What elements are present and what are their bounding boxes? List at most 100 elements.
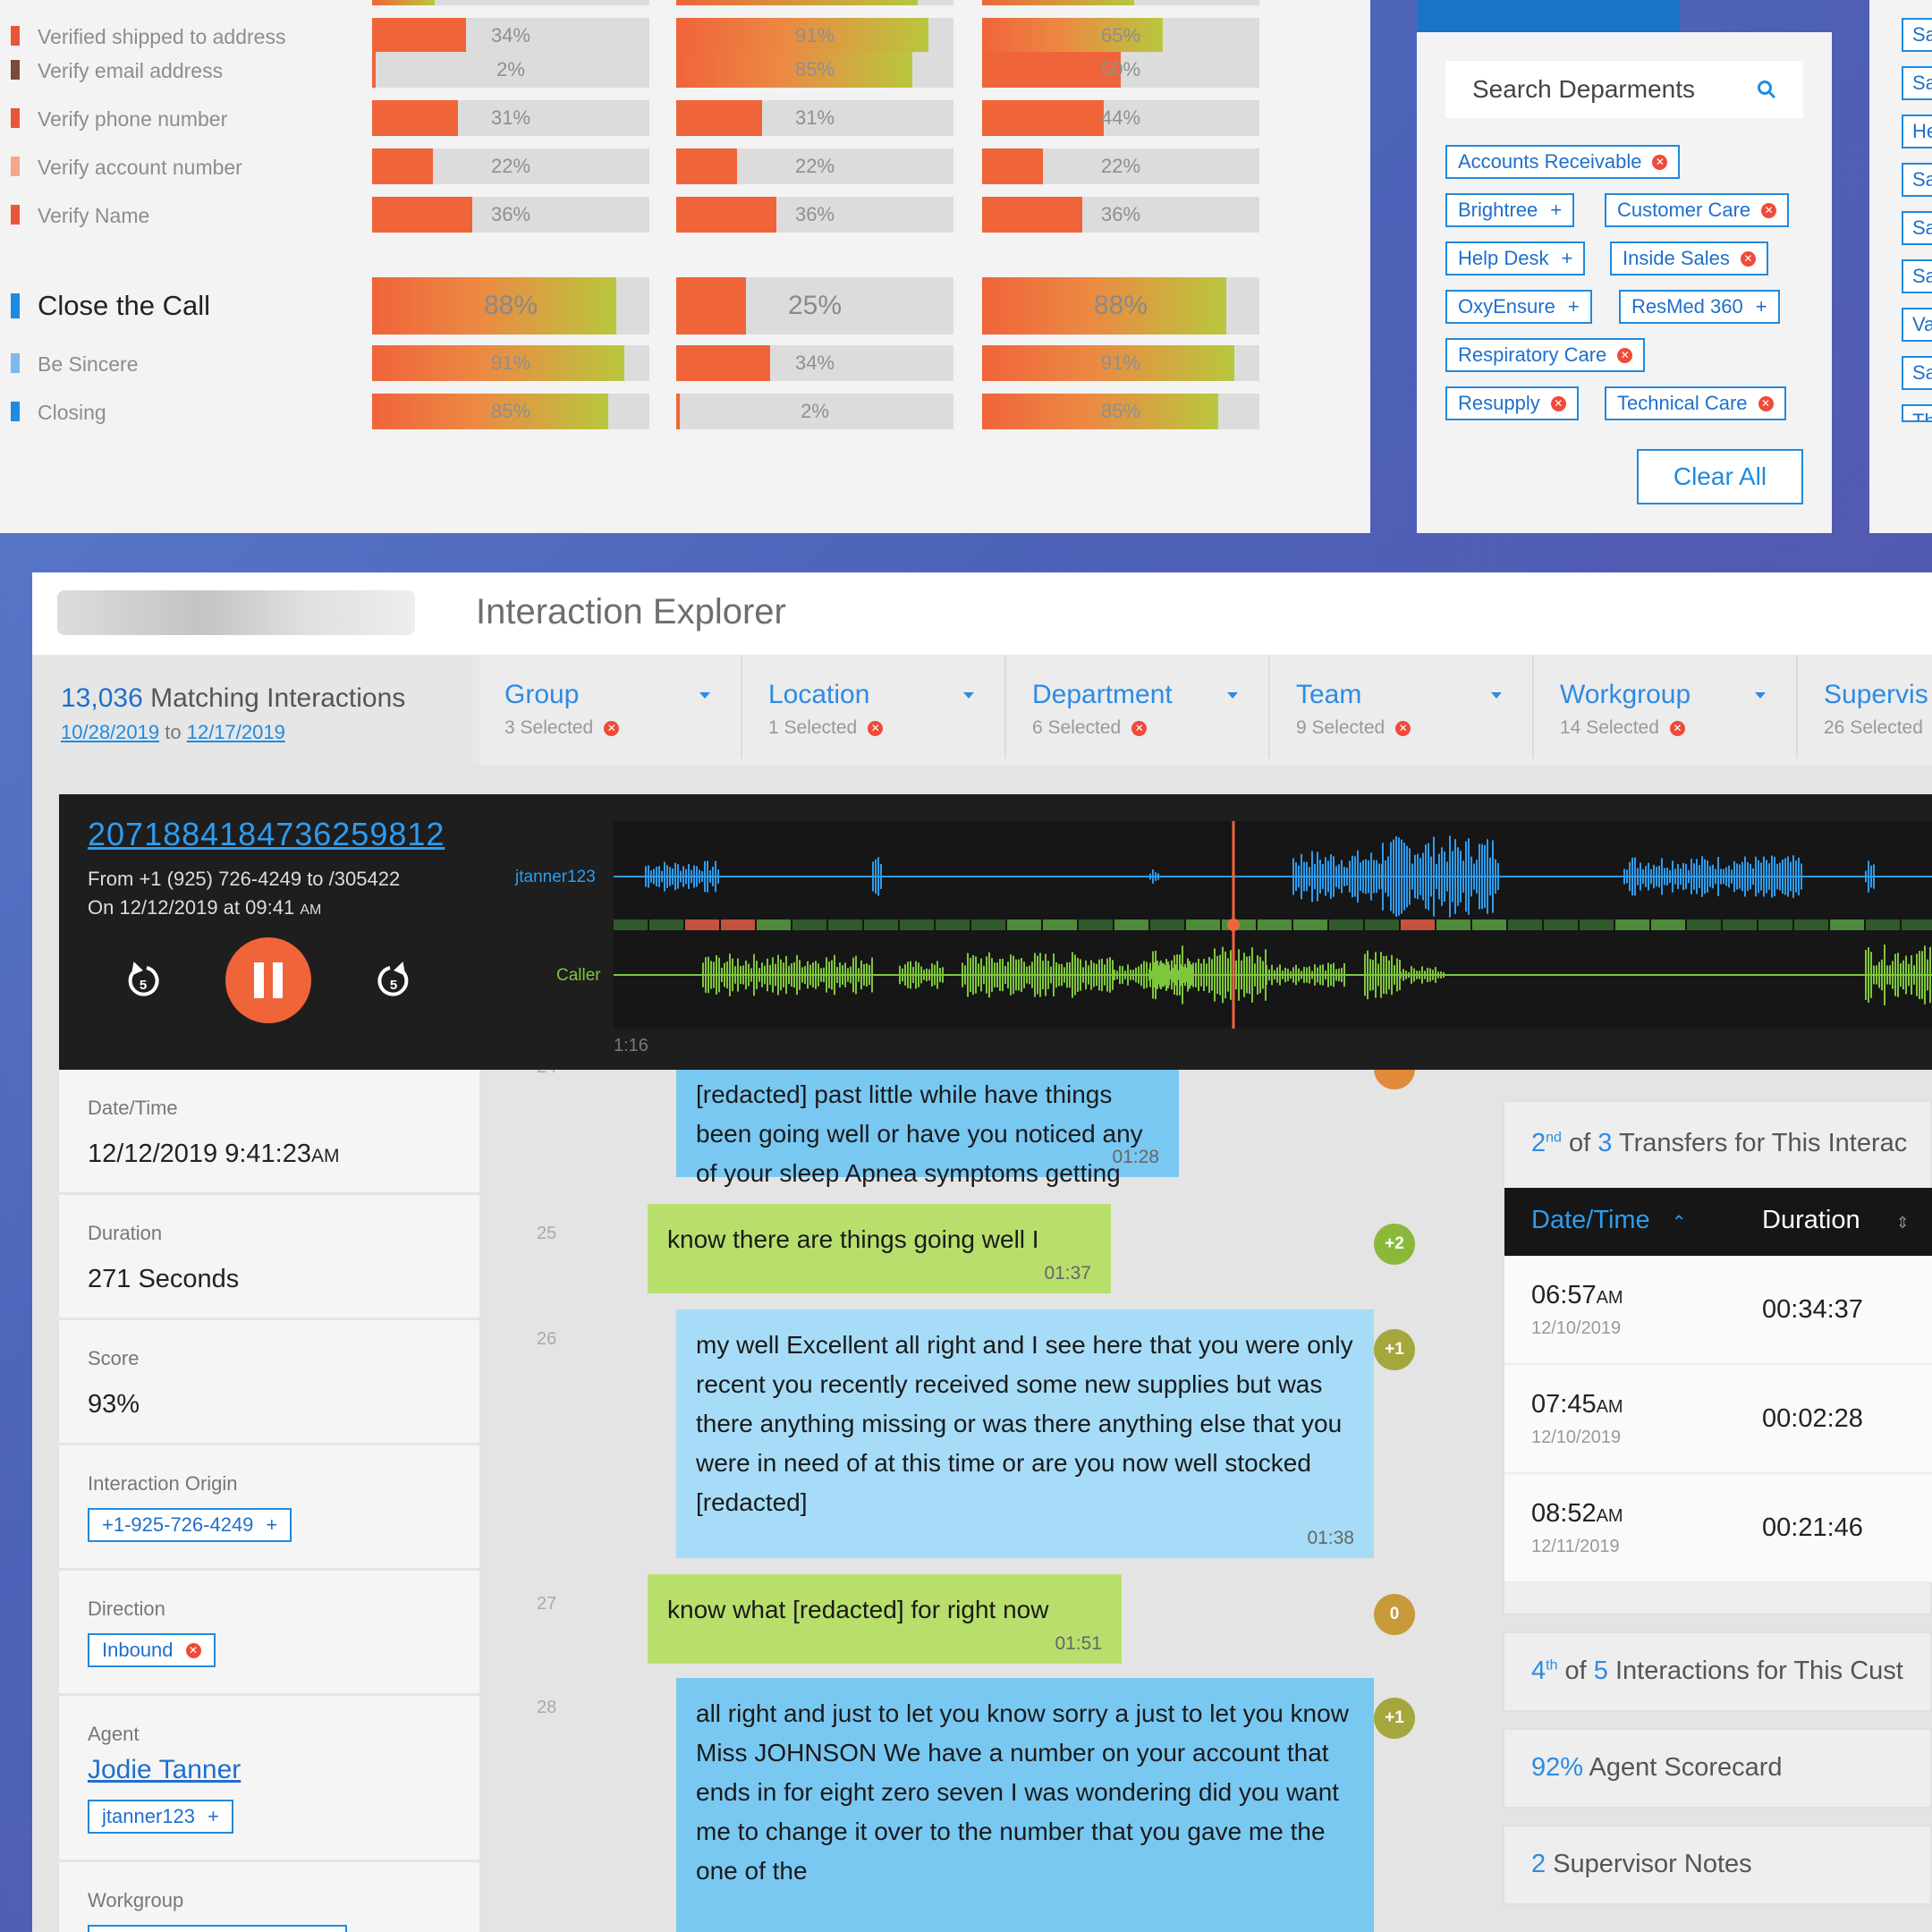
- transcript-message[interactable]: [redacted] past little while have things…: [676, 1070, 1179, 1226]
- filter-department[interactable]: Department 6 Selected ✕: [1007, 655, 1270, 758]
- filter-workgroup[interactable]: Workgroup 14 Selected ✕: [1535, 655, 1798, 758]
- remove-icon[interactable]: ✕: [1758, 395, 1774, 411]
- filter-chip[interactable]: Sa: [1902, 259, 1932, 293]
- filter-name: Group: [504, 680, 580, 709]
- sentiment-segment: [971, 919, 1005, 930]
- department-chip[interactable]: Help Desk +: [1445, 242, 1586, 275]
- plus-icon[interactable]: +: [266, 1513, 278, 1536]
- forward-5-icon[interactable]: 5: [369, 955, 419, 1005]
- department-chip[interactable]: Technical Care ✕: [1605, 386, 1786, 420]
- interactions-card[interactable]: 4th of 5 Interactions for This Cust: [1503, 1631, 1932, 1712]
- sentiment-segment: [1079, 919, 1113, 930]
- agent-name-link[interactable]: Jodie Tanner: [88, 1755, 242, 1784]
- sort-date-header[interactable]: Date/Time ⌃: [1531, 1206, 1686, 1235]
- department-chip[interactable]: ResMed 360 +: [1619, 290, 1780, 324]
- transcript-message[interactable]: all right and just to let you know sorry…: [676, 1678, 1374, 1932]
- score-bar-value: 88%: [1093, 291, 1148, 320]
- call-id-link[interactable]: 2071884184736259812: [88, 816, 445, 852]
- plus-icon[interactable]: +: [1567, 295, 1580, 318]
- department-chip[interactable]: Resupply ✕: [1445, 386, 1579, 420]
- department-chip[interactable]: Inside Sales ✕: [1610, 242, 1768, 275]
- waveform-display[interactable]: [614, 821, 1932, 1029]
- remove-icon[interactable]: ✕: [1617, 347, 1633, 363]
- remove-icon[interactable]: ✕: [868, 720, 884, 736]
- filter-chip[interactable]: He: [1902, 114, 1932, 148]
- filter-chip[interactable]: Va: [1902, 308, 1932, 342]
- supervisor-notes-card[interactable]: 2 Supervisor Notes: [1503, 1825, 1932, 1905]
- sentiment-segment: [685, 919, 719, 930]
- department-dropdown-tab[interactable]: [1417, 0, 1680, 32]
- sort-duration-header[interactable]: Duration ⇕: [1762, 1206, 1910, 1235]
- remove-icon[interactable]: ✕: [1131, 720, 1148, 736]
- plus-icon[interactable]: +: [1755, 295, 1767, 318]
- origin-chip[interactable]: +1-925-726-4249 +: [88, 1508, 292, 1542]
- line-number: 26: [537, 1329, 557, 1349]
- score-bar-fill: [982, 18, 1163, 54]
- remove-icon[interactable]: ✕: [1550, 395, 1566, 411]
- adjacent-filter-panel: Sa Sa He Sa Sa Sa Va Sa Th: [1869, 0, 1932, 533]
- table-row[interactable]: 07:45AM 12/10/2019 00:02:28: [1504, 1365, 1932, 1474]
- remove-icon[interactable]: ✕: [185, 1642, 201, 1658]
- department-search-input[interactable]: Search Deparments: [1445, 61, 1803, 118]
- filter-group[interactable]: Group 3 Selected ✕: [479, 655, 742, 758]
- remove-icon[interactable]: ✕: [1761, 202, 1777, 218]
- filter-chip[interactable]: Sa: [1902, 66, 1932, 100]
- plus-icon[interactable]: +: [1561, 247, 1573, 269]
- sentiment-segment: [1472, 919, 1506, 930]
- date-to-link[interactable]: 12/17/2019: [186, 721, 285, 743]
- sentiment-segment: [1150, 919, 1184, 930]
- rewind-5-icon[interactable]: 5: [118, 955, 168, 1005]
- call-on-datetime: On 12/12/2019 at 09:41: [88, 896, 295, 919]
- workgroup-chip[interactable]: [88, 1925, 347, 1932]
- sentiment-segment: [1866, 919, 1900, 930]
- department-chip[interactable]: OxyEnsure +: [1445, 290, 1592, 324]
- score-bar-value: 34%: [794, 352, 835, 374]
- sentiment-segment: [614, 919, 648, 930]
- department-chip[interactable]: Accounts Receivable ✕: [1445, 145, 1681, 179]
- sentiment-segment: [1114, 919, 1148, 930]
- department-chip[interactable]: Brightree +: [1445, 193, 1575, 227]
- plus-icon[interactable]: +: [1550, 199, 1563, 221]
- filter-chip[interactable]: Th: [1902, 404, 1932, 422]
- transfer-time: 07:45AM: [1531, 1390, 1623, 1419]
- remove-icon[interactable]: ✕: [604, 720, 620, 736]
- remove-icon[interactable]: ✕: [1652, 154, 1668, 170]
- table-row[interactable]: 06:57AM 12/10/2019 00:34:37: [1504, 1256, 1932, 1365]
- filter-location[interactable]: Location 1 Selected ✕: [743, 655, 1006, 758]
- score-bar-fill: [676, 345, 771, 381]
- interactions-ordinal-suffix: th: [1546, 1657, 1558, 1674]
- transcript-message[interactable]: know there are things going well I 01:37: [648, 1204, 1111, 1293]
- score-bar-fill: [676, 197, 776, 233]
- playback-time: 1:16: [614, 1036, 648, 1055]
- score-bar-value: 36%: [1100, 203, 1141, 225]
- agent-scorecard-card[interactable]: 92% Agent Scorecard: [1503, 1728, 1932, 1809]
- search-icon[interactable]: [1757, 80, 1776, 99]
- score-bar-fill: [982, 148, 1044, 184]
- remove-icon[interactable]: ✕: [1395, 720, 1411, 736]
- department-chip[interactable]: Customer Care ✕: [1605, 193, 1790, 227]
- transcript-message[interactable]: know what [redacted] for right now 01:51: [648, 1574, 1122, 1664]
- filter-chip[interactable]: Sa: [1902, 163, 1932, 197]
- remove-icon[interactable]: ✕: [1740, 250, 1756, 267]
- table-row[interactable]: 08:52AM 12/11/2019 00:21:46: [1504, 1474, 1932, 1583]
- filter-chip[interactable]: Sa: [1902, 211, 1932, 245]
- filter-supervis[interactable]: Supervis 26 Selected: [1799, 655, 1932, 758]
- department-chip[interactable]: Respiratory Care ✕: [1445, 338, 1646, 372]
- remove-icon[interactable]: ✕: [1669, 720, 1685, 736]
- transcript-message[interactable]: my well Excellent all right and I see he…: [676, 1309, 1374, 1558]
- filter-name: Location: [768, 680, 870, 709]
- score-bar-value: 22%: [490, 155, 531, 177]
- transfers-title[interactable]: 2nd of 3 Transfers for This Interac: [1531, 1129, 1907, 1158]
- direction-chip[interactable]: Inbound ✕: [88, 1633, 216, 1667]
- filter-team[interactable]: Team 9 Selected ✕: [1271, 655, 1534, 758]
- clear-all-button[interactable]: Clear All: [1637, 449, 1803, 504]
- plus-icon[interactable]: +: [207, 1805, 219, 1827]
- pause-button[interactable]: [225, 937, 311, 1023]
- scorecard-row: Verify account number 22% 22% 22%: [0, 148, 1370, 184]
- filter-chip[interactable]: Sa: [1902, 356, 1932, 390]
- date-from-link[interactable]: 10/28/2019: [61, 721, 160, 743]
- agent-id-chip[interactable]: jtanner123 +: [88, 1800, 233, 1834]
- sentiment-badge: 0: [1374, 1594, 1415, 1635]
- filter-chip[interactable]: Sa: [1902, 18, 1932, 52]
- filter-selected-count: 3 Selected: [504, 717, 594, 738]
